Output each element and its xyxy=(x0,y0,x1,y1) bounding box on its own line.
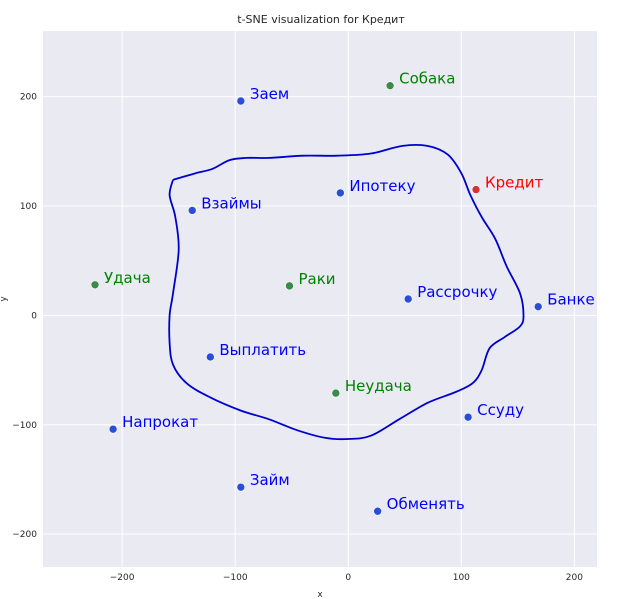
cluster-boundary xyxy=(168,143,525,441)
grid-lines xyxy=(43,31,597,567)
chart-title: t-SNE visualization for Кредит xyxy=(237,13,405,26)
x-axis-label: x xyxy=(317,590,323,599)
y-tick-label: 200 xyxy=(20,93,37,103)
plot-background xyxy=(43,31,597,567)
point-2 xyxy=(236,96,246,106)
point-label-3: Взаймы xyxy=(201,194,261,212)
point-label-9: Ссуду xyxy=(477,401,524,419)
point-label-5: Рассрочку xyxy=(417,283,497,301)
point-6 xyxy=(533,302,543,311)
point-9 xyxy=(463,412,473,422)
point-label-12: Собака xyxy=(399,70,455,88)
x-tick-label: −100 xyxy=(223,573,248,583)
y-tick-label: −200 xyxy=(12,530,37,540)
point-label-8: Напрокат xyxy=(122,413,198,431)
x-tick-label: −200 xyxy=(110,573,135,583)
point-13 xyxy=(90,280,100,290)
point-14 xyxy=(285,281,294,291)
x-axis-ticks: −200 −100 0 100 200 xyxy=(110,573,583,583)
point-1 xyxy=(471,185,481,194)
point-label-13: Удача xyxy=(104,269,151,287)
point-label-10: Займ xyxy=(250,471,290,489)
point-12 xyxy=(385,81,395,90)
x-tick-label: 200 xyxy=(566,573,583,583)
point-15 xyxy=(331,388,341,398)
x-tick-label: 0 xyxy=(345,573,351,583)
point-label-7: Выплатить xyxy=(219,341,306,359)
y-tick-label: −100 xyxy=(12,421,37,431)
data-labels: Кредит Заем Взаймы Ипотеку Рассрочку Банке Вып… xyxy=(104,70,595,514)
point-8 xyxy=(108,424,118,434)
point-label-11: Обменять xyxy=(387,495,465,513)
y-tick-label: 0 xyxy=(31,311,37,321)
y-axis-label: y xyxy=(0,296,9,302)
y-tick-label: 100 xyxy=(20,202,37,212)
point-label-15: Неудача xyxy=(345,377,412,395)
point-5 xyxy=(403,294,413,304)
point-3 xyxy=(187,206,197,215)
point-label-14: Раки xyxy=(298,270,335,288)
x-tick-label: 100 xyxy=(453,573,470,583)
point-11 xyxy=(373,506,382,516)
point-7 xyxy=(206,352,215,362)
y-axis-ticks: −200 −100 0 100 200 xyxy=(12,93,37,541)
point-10 xyxy=(236,482,246,492)
point-label-2: Заем xyxy=(250,85,289,103)
point-label-6: Банке xyxy=(547,291,595,309)
point-label-1: Кредит xyxy=(485,174,544,192)
data-points xyxy=(90,81,543,516)
point-4 xyxy=(336,188,345,198)
point-label-4: Ипотеку xyxy=(349,177,415,195)
